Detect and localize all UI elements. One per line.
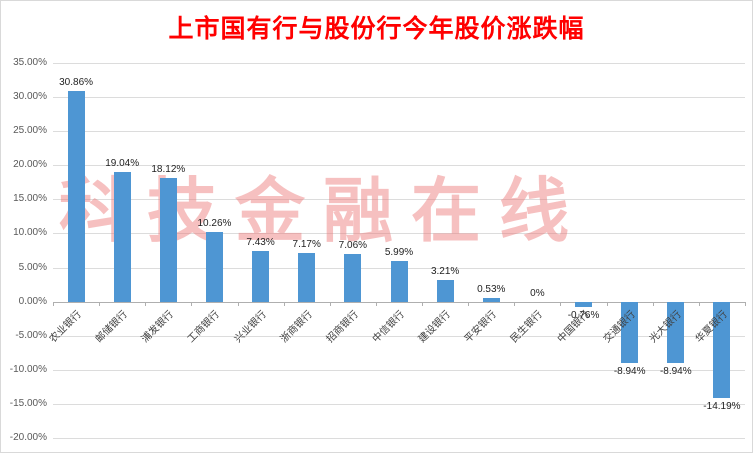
axis-tick bbox=[652, 301, 654, 306]
y-tick-label: -10.00% bbox=[9, 363, 47, 375]
axis-tick bbox=[99, 301, 101, 306]
bar-value-label: 7.43% bbox=[246, 236, 275, 248]
bar bbox=[298, 252, 316, 302]
bar bbox=[205, 231, 223, 302]
bar bbox=[252, 250, 270, 302]
bar-value-label: 10.26% bbox=[197, 217, 232, 229]
y-tick-label: 10.00% bbox=[13, 227, 47, 239]
bar bbox=[621, 301, 639, 363]
bar-value-label: 30.86% bbox=[59, 77, 94, 89]
bar bbox=[113, 171, 131, 302]
bar bbox=[575, 301, 593, 307]
bar-value-label: 3.21% bbox=[430, 265, 460, 277]
y-tick-label: -5.00% bbox=[15, 329, 47, 341]
axis-tick bbox=[468, 301, 470, 306]
bar-value-label: 0% bbox=[530, 287, 545, 299]
bar bbox=[159, 178, 177, 302]
axis-tick bbox=[237, 301, 239, 306]
zero-gridline bbox=[53, 301, 745, 303]
y-tick-label: 25.00% bbox=[13, 125, 47, 137]
y-tick-label: 0.00% bbox=[18, 295, 47, 307]
axis-tick bbox=[560, 301, 562, 306]
bar-value-label: 7.06% bbox=[338, 239, 368, 251]
y-axis: 35.00% 30.00% 25.00% 20.00% 15.00% 10.00% 5.00… bbox=[1, 57, 47, 443]
y-tick-label: 5.00% bbox=[18, 261, 47, 273]
gridline bbox=[53, 131, 745, 133]
bar-value-label: -14.19% bbox=[703, 401, 741, 413]
y-tick-label: 15.00% bbox=[13, 193, 47, 205]
y-tick-label: -15.00% bbox=[9, 397, 47, 409]
bar-value-label: -0.76% bbox=[567, 309, 600, 321]
gridline bbox=[53, 369, 745, 371]
gridline bbox=[53, 199, 745, 201]
plot-area: 科技金融在线 30.86% 农业银行 19.04% 邮储银行 18.12% 浦发银行 10.… bbox=[48, 63, 746, 439]
bar-value-label: -8.94% bbox=[613, 365, 646, 377]
bar bbox=[67, 91, 85, 302]
gridline bbox=[53, 438, 745, 439]
axis-tick bbox=[53, 301, 54, 306]
bar bbox=[390, 260, 408, 302]
gridline bbox=[53, 63, 745, 64]
bar-value-label: 0.53% bbox=[477, 284, 506, 296]
bar bbox=[713, 301, 731, 399]
axis-tick bbox=[698, 301, 700, 306]
bar bbox=[482, 298, 500, 302]
bar bbox=[667, 301, 685, 363]
y-tick-label: 20.00% bbox=[13, 159, 47, 171]
gridline bbox=[53, 165, 745, 167]
axis-tick bbox=[514, 301, 516, 306]
y-tick-label: 30.00% bbox=[13, 91, 47, 103]
axis-tick bbox=[145, 301, 147, 306]
axis-tick bbox=[191, 301, 193, 306]
gridline bbox=[53, 233, 745, 235]
bar bbox=[344, 253, 362, 302]
y-tick-label: -20.00% bbox=[9, 432, 47, 443]
axis-tick bbox=[422, 301, 424, 306]
gridline bbox=[53, 403, 745, 405]
bar bbox=[436, 279, 454, 302]
y-tick-label: 35.00% bbox=[13, 57, 47, 68]
bar-value-label: 19.04% bbox=[105, 157, 140, 169]
axis-tick bbox=[606, 301, 608, 306]
axis-tick bbox=[375, 301, 377, 306]
gridline bbox=[53, 335, 745, 337]
axis-tick bbox=[745, 301, 746, 306]
axis-tick bbox=[283, 301, 285, 306]
chart-title: 上市国有行与股份行今年股价涨跌幅 bbox=[168, 15, 585, 43]
axis-tick bbox=[329, 301, 331, 306]
bar-value-label: 5.99% bbox=[384, 246, 414, 258]
gridline bbox=[53, 97, 745, 99]
bar-value-label: 18.12% bbox=[151, 164, 186, 176]
bar-value-label: 7.17% bbox=[292, 238, 321, 250]
bar-value-label: -8.94% bbox=[659, 365, 692, 377]
